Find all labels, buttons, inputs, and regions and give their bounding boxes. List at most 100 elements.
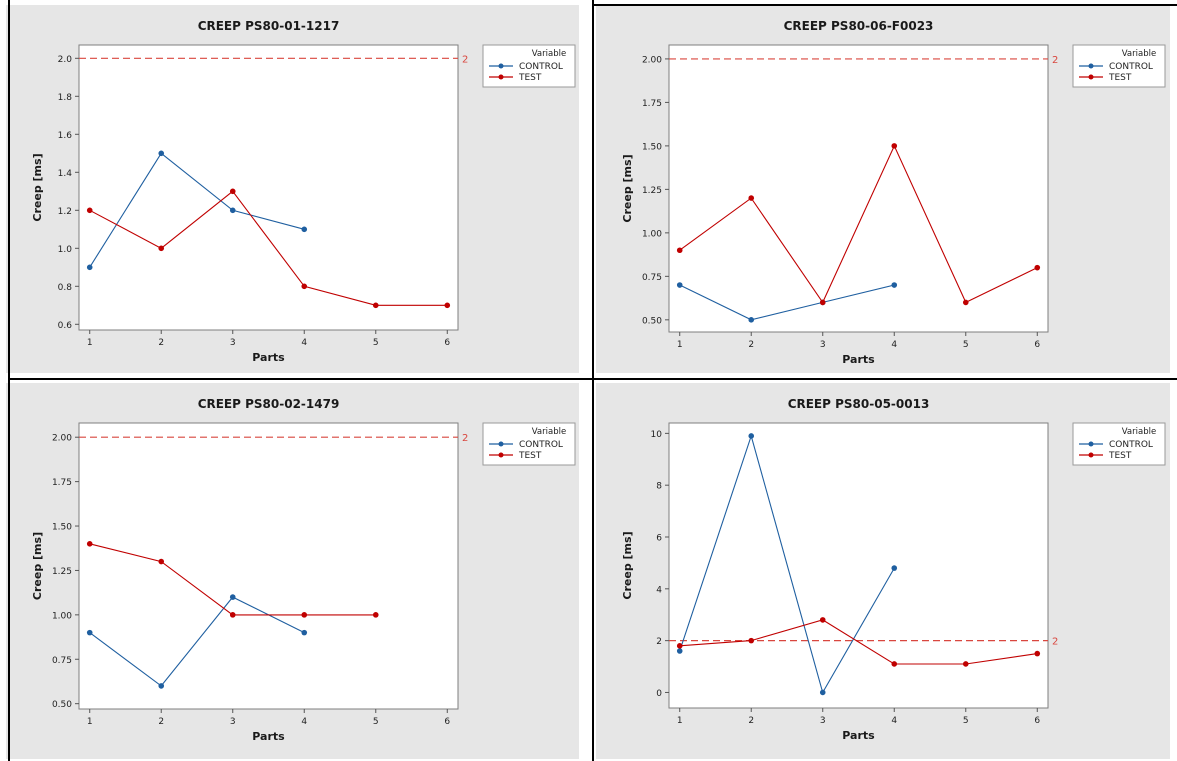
y-tick-label: 0.75 — [52, 656, 72, 666]
data-point-test — [301, 283, 308, 290]
y-tick-label: 0 — [656, 689, 662, 699]
data-point-test — [158, 558, 165, 565]
plot-area — [668, 44, 1049, 333]
data-point-control — [158, 150, 165, 157]
series-line-control — [679, 284, 895, 321]
x-axis-label: Parts — [842, 353, 875, 366]
legend-marker-control — [498, 63, 504, 69]
data-point-test — [819, 617, 826, 623]
data-point-control — [86, 629, 93, 636]
series-line-test — [679, 619, 1038, 665]
data-point-test — [676, 643, 683, 649]
legend-label-control: CONTROL — [519, 440, 563, 450]
line-chart-ps80-01-1217: CREEP PS80-01-1217 0.6 0.8 1.0 1.2 1.4 1.6 1.8 2… — [31, 19, 576, 364]
x-tick-label: 4 — [891, 716, 897, 726]
data-point-control — [748, 317, 755, 323]
x-tick-label: 3 — [230, 338, 236, 348]
legend-label-control: CONTROL — [1109, 62, 1153, 72]
y-tick-label: 1.00 — [52, 611, 72, 621]
grid-border-left — [8, 0, 10, 761]
data-point-test — [158, 245, 165, 252]
plot-area — [78, 422, 459, 710]
data-point-control — [891, 282, 898, 288]
legend-title: Variable — [1122, 49, 1156, 59]
x-tick-label: 3 — [230, 717, 236, 727]
legend-marker-control — [498, 441, 504, 447]
x-axis-label: Parts — [252, 351, 285, 364]
y-tick-label: 1.25 — [52, 567, 72, 577]
y-axis-label: Creep [ms] — [621, 154, 634, 222]
y-tick-label: 0.50 — [52, 700, 72, 710]
y-tick-label: 1.0 — [58, 245, 73, 255]
data-point-control — [229, 207, 236, 214]
data-point-test — [86, 207, 93, 214]
legend-title: Variable — [1122, 427, 1156, 437]
y-tick-label: 8 — [656, 482, 662, 492]
grid-border-top — [592, 4, 1177, 6]
data-point-control — [676, 648, 683, 654]
y-tick-label: 2 — [656, 637, 662, 647]
chart-title: CREEP PS80-02-1479 — [198, 397, 340, 411]
y-tick-label: 2.00 — [52, 434, 72, 444]
data-point-test — [748, 637, 755, 644]
x-tick-label: 1 — [677, 340, 683, 350]
legend-marker-control — [1088, 441, 1094, 447]
legend-label-control: CONTROL — [1109, 440, 1153, 450]
x-tick-label: 6 — [444, 338, 450, 348]
data-point-test — [1034, 264, 1041, 271]
y-tick-label: 4 — [656, 585, 662, 595]
chart-panel-bottom-left: CREEP PS80-02-1479 0.50 0.75 1.00 1.25 1.50 1.… — [6, 383, 579, 759]
data-point-test — [748, 195, 755, 201]
x-tick-label: 3 — [820, 340, 826, 350]
chart-panel-bottom-right: CREEP PS80-05-0013 0 2 4 6 8 10 1 2 3 4 5 6 Parts Cree… — [596, 383, 1170, 759]
x-tick-label: 5 — [963, 340, 969, 350]
reference-line-label: 2 — [1052, 637, 1058, 648]
data-point-control — [86, 264, 93, 271]
data-point-control — [748, 433, 755, 439]
y-tick-label: 10 — [651, 430, 663, 440]
y-tick-label: 0.8 — [58, 283, 73, 293]
data-point-test — [229, 612, 236, 618]
plot-area — [668, 422, 1049, 709]
grid-divider-horizontal — [8, 378, 1177, 380]
data-point-control — [819, 689, 826, 696]
data-point-control — [301, 226, 308, 233]
y-tick-label: 1.2 — [58, 207, 72, 217]
y-tick-label: 2.00 — [642, 55, 662, 65]
y-tick-label: 0.75 — [642, 273, 662, 283]
x-tick-label: 4 — [301, 338, 307, 348]
data-point-control — [891, 565, 898, 571]
reference-line-label: 2 — [462, 54, 468, 65]
y-tick-label: 2.0 — [58, 55, 73, 65]
x-tick-label: 6 — [1034, 716, 1040, 726]
line-chart-ps80-06-f0023: CREEP PS80-06-F0023 0.50 0.75 1.00 1.25 1.50 1… — [621, 19, 1166, 366]
data-point-control — [158, 683, 165, 689]
y-tick-label: 1.75 — [52, 478, 72, 488]
x-tick-label: 6 — [1034, 340, 1040, 350]
grid-divider-vertical — [592, 0, 594, 761]
x-axis-label: Parts — [252, 730, 285, 743]
x-tick-label: 4 — [301, 717, 307, 727]
legend-marker-test — [498, 74, 504, 80]
y-axis-label: Creep [ms] — [31, 153, 44, 221]
legend-label-test: TEST — [1108, 73, 1132, 83]
data-point-test — [962, 299, 969, 306]
line-chart-ps80-02-1479: CREEP PS80-02-1479 0.50 0.75 1.00 1.25 1.50 1.… — [31, 397, 576, 743]
data-point-test — [372, 302, 379, 309]
data-point-test — [1034, 650, 1041, 657]
x-tick-label: 6 — [444, 717, 450, 727]
y-tick-label: 1.75 — [642, 99, 662, 109]
data-point-test — [86, 540, 93, 547]
data-point-test — [891, 143, 898, 149]
data-point-control — [676, 282, 683, 288]
x-tick-label: 5 — [963, 716, 969, 726]
legend-marker-test — [498, 452, 504, 458]
x-tick-label: 2 — [158, 717, 164, 727]
data-point-test — [444, 302, 451, 309]
y-tick-label: 1.8 — [58, 93, 73, 103]
